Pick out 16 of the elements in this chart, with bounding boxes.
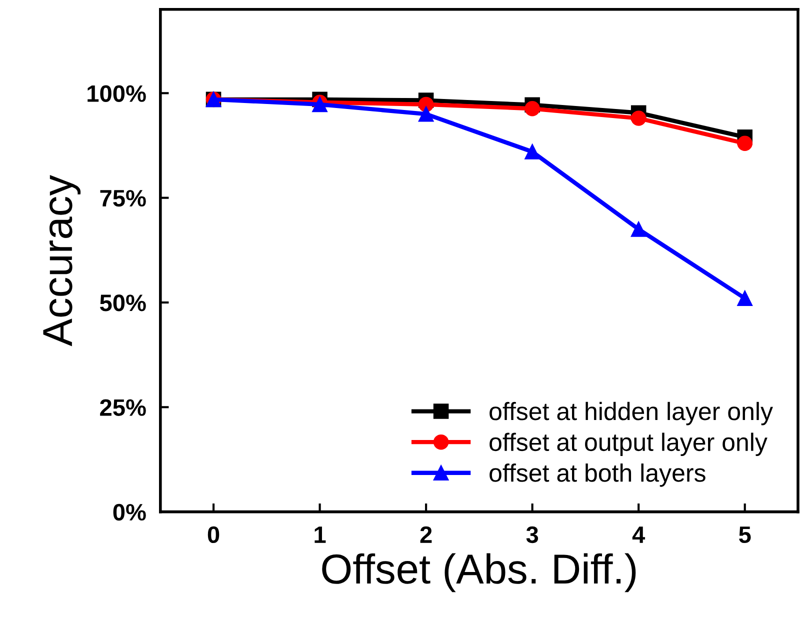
- legend-label: offset at hidden layer only: [490, 402, 773, 426]
- legend-label: offset at output layer only: [490, 432, 768, 456]
- x-tick-label: 4: [632, 526, 646, 543]
- x-tick-label: 3: [526, 526, 538, 544]
- y-tick-label: 0%: [113, 504, 146, 521]
- x-tick-label: 1: [314, 526, 326, 543]
- x-tick-label: 5: [739, 526, 751, 544]
- legend-label: offset at both layers: [490, 464, 706, 487]
- x-tick-label: 2: [420, 526, 432, 543]
- y-tick-label: 25%: [100, 399, 146, 416]
- x-axis-title: Offset (Abs. Diff.): [322, 553, 636, 592]
- y-tick-label: 75%: [100, 190, 146, 207]
- y-tick-label: 50%: [100, 294, 146, 312]
- y-tick-label: 100%: [88, 85, 146, 102]
- y-axis-title: Accuracy: [43, 175, 81, 346]
- x-tick-label: 0: [208, 526, 220, 544]
